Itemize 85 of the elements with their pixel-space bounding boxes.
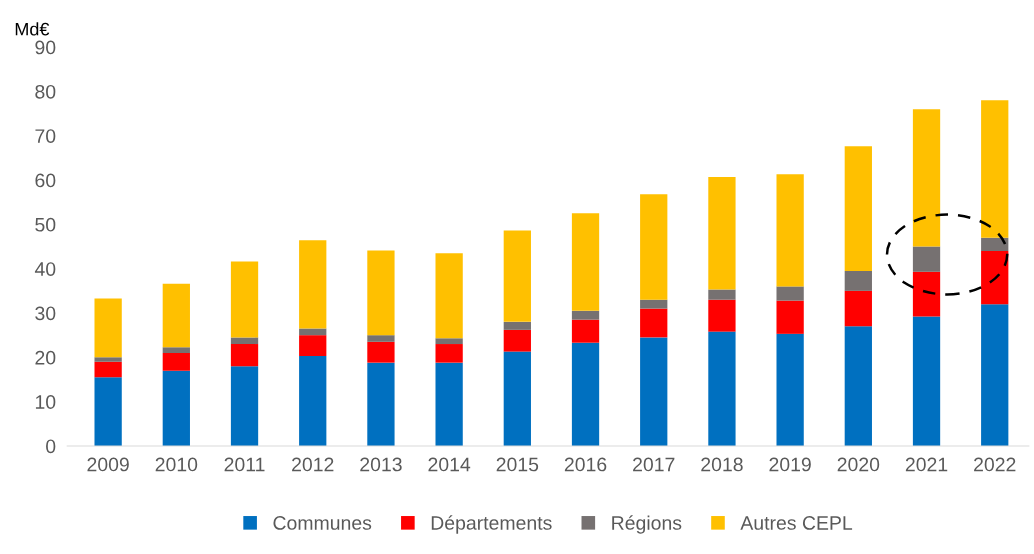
bar — [776, 300, 804, 334]
bar — [912, 109, 941, 247]
bar — [640, 337, 668, 446]
bar — [162, 347, 190, 353]
bar — [571, 213, 600, 311]
y-tick-label: 90 — [35, 40, 56, 55]
bar — [230, 261, 259, 338]
bar — [640, 308, 668, 338]
y-tick-label: 0 — [46, 439, 56, 454]
bar — [708, 289, 736, 300]
bar — [981, 237, 1009, 251]
y-tick-label: 10 — [35, 395, 56, 409]
bar — [435, 362, 463, 446]
bar — [162, 352, 190, 371]
y-tick-label: 20 — [35, 350, 56, 365]
bar — [776, 286, 804, 301]
bar — [367, 335, 395, 342]
bar — [299, 328, 327, 336]
x-tick-label: 2016 — [564, 457, 607, 472]
bar — [708, 299, 736, 332]
legend-label: Régions — [612, 515, 682, 534]
y-tick-label: 60 — [35, 173, 56, 188]
bar — [571, 342, 600, 446]
bar — [435, 253, 463, 339]
bar — [640, 194, 668, 300]
x-tick-label: 2018 — [701, 457, 743, 472]
x-tick-label: 2020 — [837, 457, 880, 472]
bar — [981, 250, 1009, 305]
x-tick-label: 2011 — [224, 457, 265, 472]
bar — [367, 362, 395, 446]
bar — [571, 319, 600, 343]
bar — [640, 299, 668, 309]
bar — [94, 298, 122, 358]
x-tick-label: 2021 — [905, 457, 948, 472]
bar — [844, 326, 872, 446]
legend-label: Communes — [273, 516, 372, 530]
bar — [571, 310, 600, 320]
bar — [94, 361, 122, 378]
x-tick-label: 2012 — [292, 457, 334, 472]
bar — [912, 316, 941, 446]
bar — [299, 335, 327, 356]
x-tick-label: 2013 — [360, 457, 402, 472]
bar — [299, 356, 327, 446]
bar — [230, 366, 259, 446]
bar — [503, 351, 531, 446]
bar — [367, 250, 395, 336]
y-tick-label: 70 — [35, 129, 56, 143]
bar — [503, 321, 531, 330]
y-tick-label: 40 — [34, 262, 56, 276]
bar — [162, 370, 190, 446]
bar — [367, 341, 395, 363]
x-tick-label: 2017 — [633, 457, 675, 472]
bar — [94, 357, 122, 362]
bar — [503, 230, 531, 322]
x-tick-label: 2015 — [496, 457, 539, 472]
x-tick-label: 2010 — [155, 457, 198, 472]
y-tick-label: 80 — [35, 84, 56, 99]
x-tick-label: 2022 — [974, 457, 1016, 472]
bar — [844, 290, 872, 327]
bar — [776, 174, 804, 287]
bar — [435, 338, 463, 345]
x-tick-label: 2009 — [87, 457, 129, 472]
bar — [708, 331, 736, 446]
bar — [912, 271, 941, 317]
y-tick-label: 30 — [35, 306, 56, 321]
bar — [435, 344, 463, 363]
bar — [162, 283, 190, 348]
bar — [844, 146, 872, 271]
legend-label: Autres CEPL — [740, 516, 853, 530]
bar — [776, 333, 804, 446]
bar — [844, 270, 872, 291]
bar — [299, 240, 327, 329]
legend-label: Départements — [431, 515, 552, 534]
x-tick-label: 2014 — [428, 457, 471, 472]
y-tick-label: 50 — [35, 217, 56, 232]
bar — [503, 329, 531, 352]
bar — [981, 304, 1009, 446]
bar — [230, 337, 259, 345]
bar — [94, 377, 122, 446]
bar — [230, 344, 259, 367]
bar — [981, 100, 1009, 238]
x-tick-label: 2019 — [769, 457, 811, 472]
y-axis-title: Md€ — [15, 22, 50, 36]
bar — [912, 246, 941, 272]
bar — [708, 176, 736, 290]
